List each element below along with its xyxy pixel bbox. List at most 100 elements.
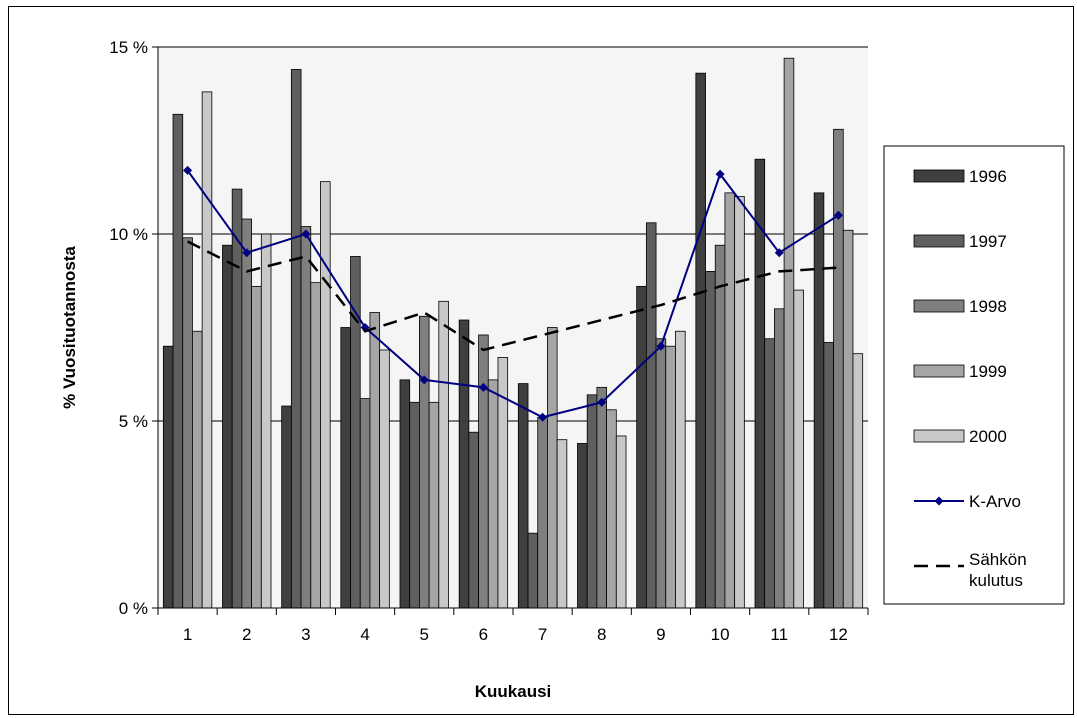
gridlines <box>158 46 868 422</box>
bar <box>577 443 588 609</box>
bar <box>645 222 657 609</box>
legend-label: 1997 <box>969 232 1007 251</box>
legend-label: K-Arvo <box>969 492 1021 511</box>
bar <box>586 394 598 609</box>
legend-marker <box>934 496 944 506</box>
bar <box>527 532 539 609</box>
series-line-electricity <box>187 240 839 352</box>
bar <box>369 312 381 609</box>
bar <box>724 192 736 609</box>
y-tick-label: 10 % <box>109 225 148 244</box>
bar <box>468 431 479 609</box>
k-arvo-marker <box>538 412 548 422</box>
k-arvo-marker <box>656 341 666 351</box>
legend-label: Sähkön kulutus <box>969 550 1027 590</box>
x-tick-label: 2 <box>242 625 251 644</box>
x-tick-label: 11 <box>770 625 788 644</box>
legend-swatch <box>913 429 965 443</box>
y-tick-label: 15 % <box>109 38 148 57</box>
bar <box>320 181 331 609</box>
legend-swatch <box>913 299 965 313</box>
bar <box>783 57 795 609</box>
k-arvo-marker <box>301 229 311 239</box>
plot-area <box>158 47 868 608</box>
k-arvo-marker <box>597 397 607 407</box>
y-axis-label: % Vuosituotannosta <box>60 246 79 409</box>
legend-label: 2000 <box>969 427 1007 446</box>
bar <box>695 72 706 609</box>
bar <box>359 398 371 609</box>
bar <box>201 91 213 609</box>
legend-label: 1996 <box>969 167 1007 186</box>
bar <box>773 308 785 609</box>
bar <box>409 401 420 609</box>
bar <box>478 334 489 609</box>
bar <box>192 330 203 609</box>
y-tick-label: 0 % <box>119 599 148 618</box>
x-tick-label: 3 <box>301 625 310 644</box>
bar <box>379 349 390 609</box>
bar <box>764 338 775 609</box>
bar <box>260 233 272 609</box>
bar <box>340 327 351 609</box>
bar <box>636 285 647 609</box>
x-tick-label: 7 <box>538 625 547 644</box>
x-tick-label: 5 <box>420 625 429 644</box>
bar <box>842 229 854 609</box>
bar <box>537 416 548 609</box>
x-tick-label: 9 <box>656 625 665 644</box>
x-tick-label: 1 <box>183 625 192 644</box>
legend-swatch <box>913 169 965 183</box>
k-arvo-marker <box>478 382 488 392</box>
bar <box>596 386 608 609</box>
axes-group: 0 %5 %10 %15 %1 2 3 4 5 6 7 8 9 10 11 12 <box>109 38 869 644</box>
bar <box>705 270 716 609</box>
x-axis-label: Kuukausi <box>475 682 552 701</box>
legend: 1996 1997 1998 1999 2000 K-Arvo Sähkön kulutus <box>883 145 1065 605</box>
k-arvo-marker <box>419 375 429 385</box>
x-tick-label: 10 <box>711 625 730 644</box>
legend-label: 1999 <box>969 362 1007 381</box>
bar <box>547 327 558 609</box>
bar <box>350 256 361 609</box>
bar <box>251 285 262 609</box>
k-arvo-marker <box>774 248 784 258</box>
x-tick-label: 6 <box>479 625 488 644</box>
bar <box>517 383 529 609</box>
series-line-k-arvo <box>186 169 839 419</box>
bar <box>714 244 726 609</box>
bar <box>418 315 430 609</box>
bar <box>793 289 804 609</box>
bar <box>655 338 667 609</box>
bar <box>615 435 627 609</box>
k-arvo-marker <box>183 165 193 175</box>
bar <box>281 405 292 609</box>
legend-swatch <box>913 364 965 378</box>
bar <box>734 196 745 609</box>
k-arvo-marker <box>715 169 725 179</box>
legend-swatch <box>913 234 965 248</box>
bar <box>222 244 233 609</box>
bar <box>399 379 411 609</box>
bar-series-group <box>162 57 864 609</box>
bar <box>833 128 844 609</box>
bar <box>665 345 676 609</box>
x-tick-label: 12 <box>829 625 848 644</box>
bar <box>172 113 184 609</box>
bar <box>300 226 312 609</box>
bar <box>458 319 470 609</box>
bar <box>487 379 499 609</box>
bar <box>428 401 440 609</box>
legend-label: 1998 <box>969 297 1007 316</box>
bar <box>556 439 568 609</box>
bar <box>310 282 321 609</box>
y-tick-label: 5 % <box>119 412 148 431</box>
bar <box>162 345 174 609</box>
bar <box>438 300 449 609</box>
bar <box>675 330 686 609</box>
bar <box>290 69 302 609</box>
bar <box>813 192 825 609</box>
x-tick-label: 4 <box>360 625 369 644</box>
chart-frame <box>8 6 1074 715</box>
